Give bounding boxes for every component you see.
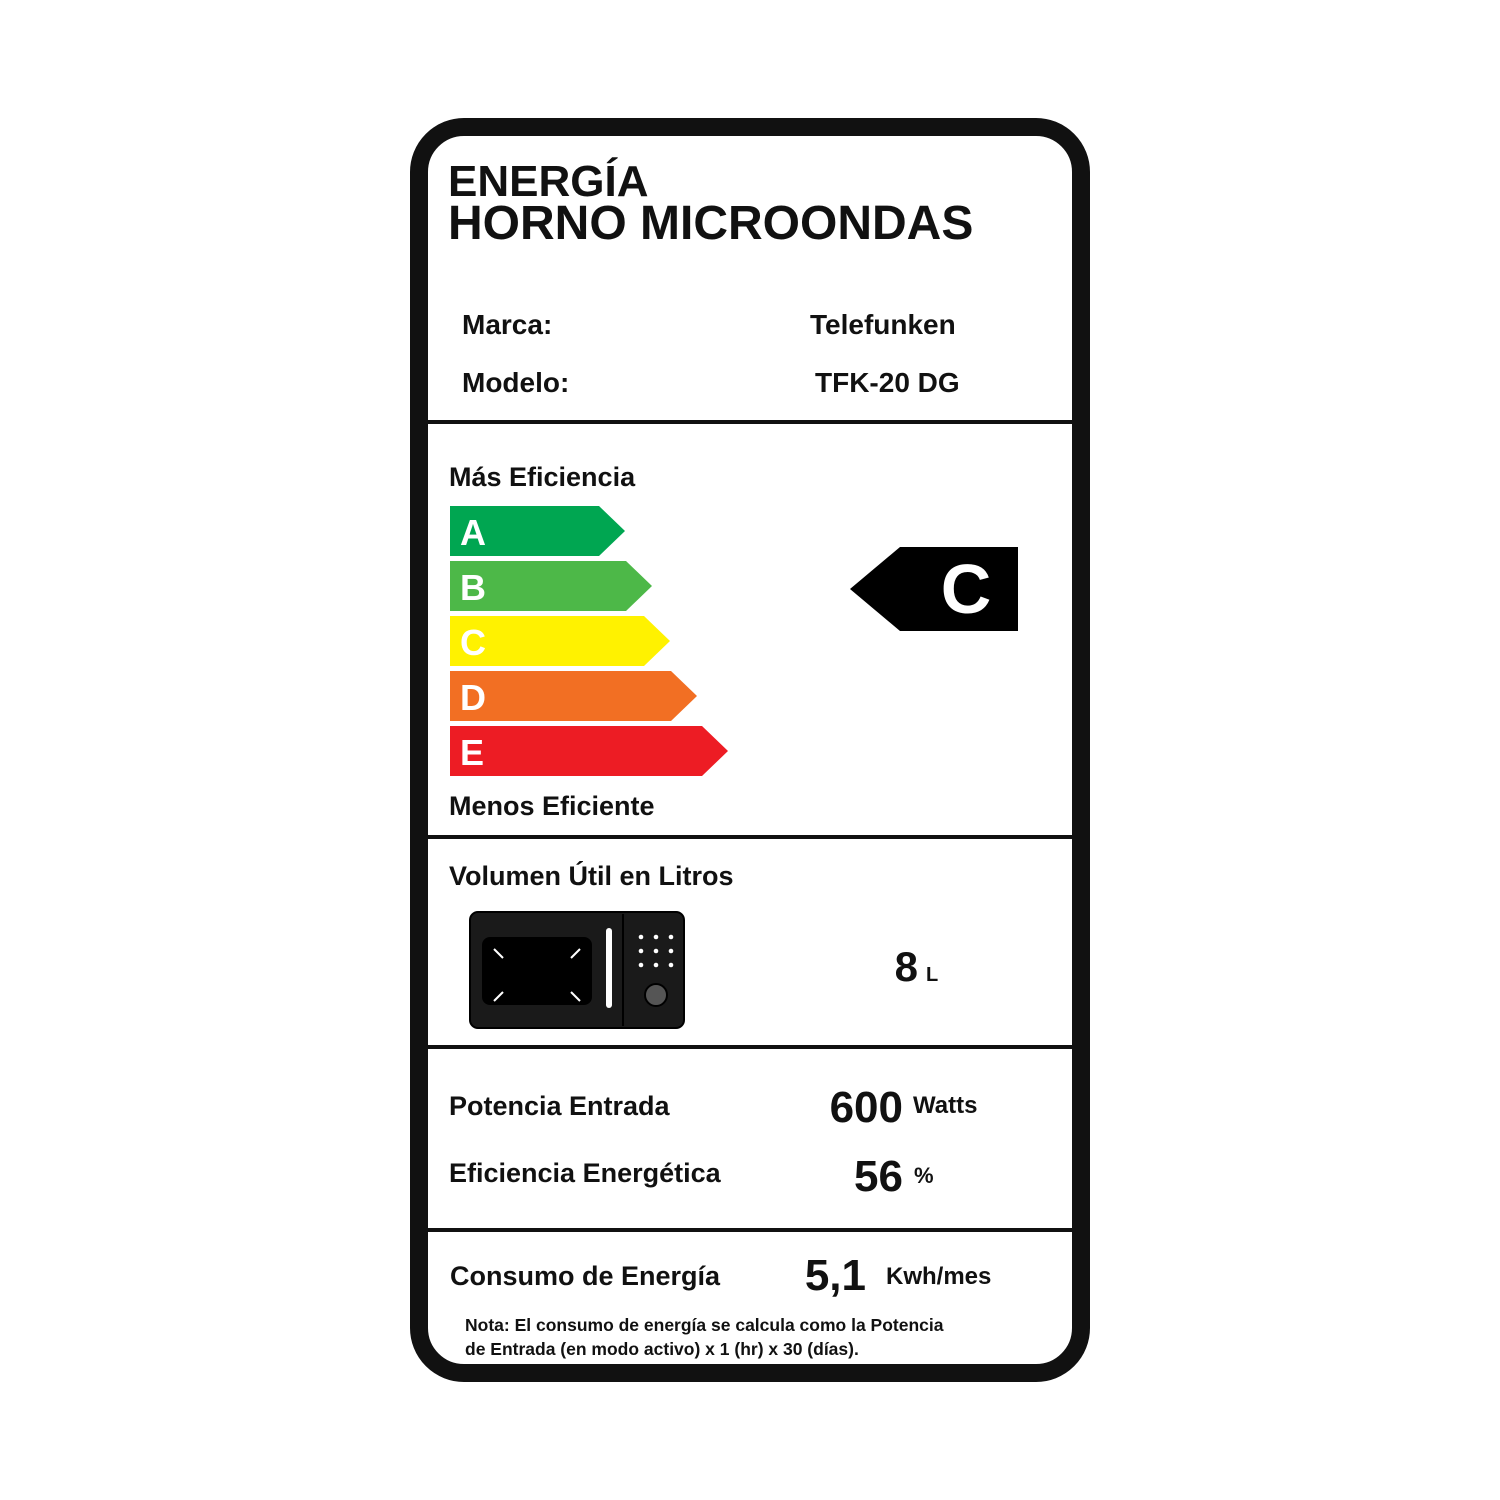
brand: Telefunken <box>810 309 956 340</box>
consumption-unit: Kwh/mes <box>886 1263 991 1290</box>
efficiency-bar <box>450 561 652 611</box>
volume-unit: L <box>926 964 938 986</box>
efficiency-class: E <box>460 732 484 773</box>
efficiency-bar <box>450 616 670 666</box>
scale-bottom-label: Menos Eficiente <box>449 791 655 821</box>
microwave-icon <box>469 911 685 1029</box>
efficiency-bar <box>450 726 728 776</box>
note-line: de Entrada (en modo activo) x 1 (hr) x 3… <box>465 1339 859 1359</box>
brand-label: Marca: <box>462 309 552 340</box>
title-line: ENERGÍA <box>448 156 648 206</box>
efficiency-bar <box>450 671 697 721</box>
rating-indicator <box>850 547 1018 631</box>
efficiency-class: C <box>460 622 486 663</box>
efficiency-class: B <box>460 567 486 608</box>
efficiency-unit: % <box>914 1163 934 1188</box>
volume-value: 8 <box>895 943 918 990</box>
power-value: 600 <box>830 1083 903 1132</box>
model: TFK-20 DG <box>815 367 960 398</box>
scale-top-label: Más Eficiencia <box>449 462 636 492</box>
consumption-label: Consumo de Energía <box>450 1261 721 1291</box>
power-label: Potencia Entrada <box>449 1091 671 1121</box>
note-line: Nota: El consumo de energía se calcula c… <box>465 1315 944 1335</box>
title-line: HORNO MICROONDAS <box>448 197 973 250</box>
consumption-value: 5,1 <box>805 1251 866 1300</box>
efficiency-label: Eficiencia Energética <box>449 1158 722 1188</box>
rating-letter: C <box>941 550 992 628</box>
efficiency-class: A <box>460 512 486 553</box>
efficiency-bar <box>450 506 625 556</box>
volume-label: Volumen Útil en Litros <box>449 860 734 891</box>
efficiency-class: D <box>460 677 486 718</box>
power-unit: Watts <box>913 1092 977 1119</box>
label-frame <box>410 118 1090 1382</box>
model-label: Modelo: <box>462 367 569 398</box>
efficiency-value: 56 <box>854 1152 903 1201</box>
